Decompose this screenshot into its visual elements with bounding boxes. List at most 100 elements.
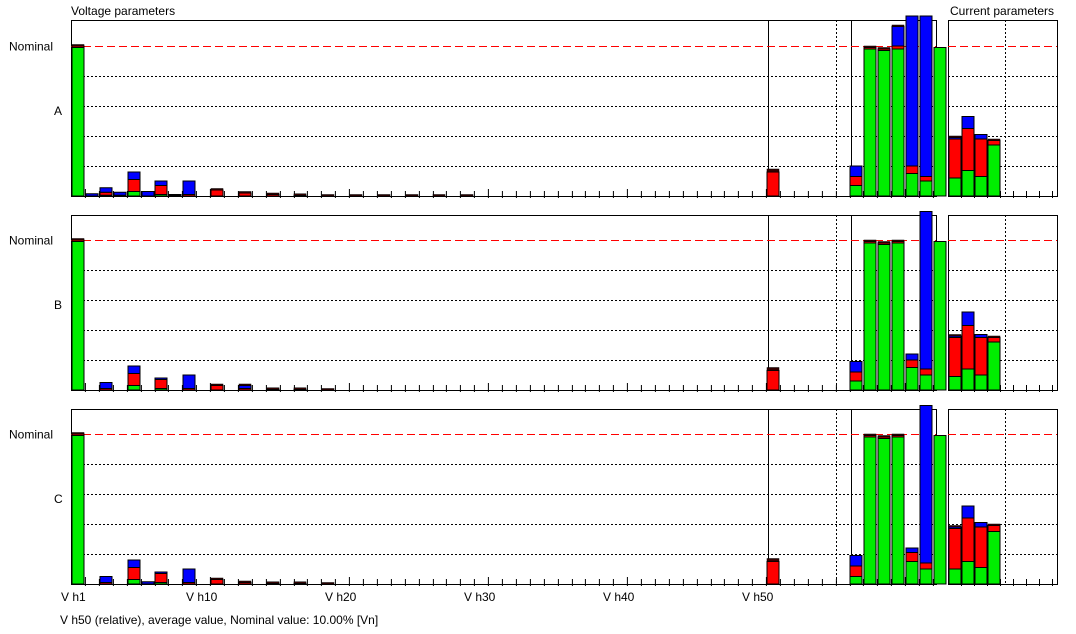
voltage-blue-segment bbox=[99, 576, 113, 583]
current-green-segment bbox=[961, 368, 975, 391]
voltage-bar bbox=[99, 576, 113, 585]
voltage-green-segment bbox=[877, 244, 891, 391]
x-tick-label: V h1 bbox=[61, 590, 86, 604]
voltage-green-segment bbox=[933, 47, 947, 197]
voltage-green-segment bbox=[849, 185, 863, 197]
voltage-bar bbox=[127, 171, 141, 197]
current-bar bbox=[974, 522, 988, 585]
voltage-blue-segment bbox=[182, 568, 196, 583]
voltage-bar bbox=[933, 435, 947, 585]
voltage-green-segment bbox=[919, 374, 933, 391]
voltage-red-segment bbox=[154, 573, 168, 583]
voltage-green-segment bbox=[891, 242, 905, 391]
voltage-cap-segment bbox=[210, 577, 224, 580]
voltage-bar bbox=[933, 241, 947, 391]
voltage-bar bbox=[182, 568, 196, 585]
voltage-bar bbox=[919, 405, 933, 585]
voltage-bar bbox=[210, 577, 224, 585]
voltage-blue-segment bbox=[849, 165, 863, 177]
voltage-cap-segment bbox=[891, 433, 905, 436]
voltage-green-segment bbox=[919, 180, 933, 197]
current-bar bbox=[948, 135, 962, 197]
voltage-blue-segment bbox=[919, 211, 933, 370]
voltage-green-segment bbox=[933, 241, 947, 391]
current-red-segment bbox=[961, 325, 975, 370]
voltage-bar bbox=[238, 580, 252, 585]
voltage-cap-segment bbox=[766, 168, 780, 173]
voltage-blue-segment bbox=[99, 382, 113, 389]
voltage-green-segment bbox=[849, 380, 863, 391]
current-bar bbox=[961, 116, 975, 197]
nominal-label: Nominal bbox=[9, 234, 53, 248]
voltage-cap-segment bbox=[321, 582, 335, 585]
voltage-bar bbox=[182, 180, 196, 197]
panel-b: Nominal B bbox=[9, 211, 1058, 392]
voltage-red-segment bbox=[238, 192, 252, 197]
current-bar bbox=[974, 334, 988, 391]
current-bar bbox=[948, 525, 962, 585]
voltage-red-segment bbox=[919, 562, 933, 570]
voltage-red-segment bbox=[905, 359, 919, 368]
voltage-bar bbox=[766, 558, 780, 585]
panel-c: Nominal C bbox=[9, 405, 1058, 586]
voltage-cap-segment bbox=[766, 558, 780, 562]
voltage-cap-segment bbox=[405, 194, 419, 197]
voltage-cap-segment bbox=[71, 44, 85, 47]
voltage-blue-segment bbox=[238, 385, 252, 389]
voltage-green-segment bbox=[127, 385, 141, 391]
voltage-bar bbox=[238, 191, 252, 197]
voltage-bar bbox=[919, 211, 933, 391]
voltage-green-segment bbox=[891, 436, 905, 585]
voltage-bar bbox=[349, 194, 363, 197]
voltage-red-segment bbox=[919, 176, 933, 182]
voltage-red-segment bbox=[849, 565, 863, 577]
current-parameters-header: Current parameters bbox=[950, 4, 1055, 18]
voltage-green-segment bbox=[863, 48, 877, 197]
voltage-blue-segment bbox=[849, 555, 863, 567]
current-red-segment bbox=[987, 140, 1001, 146]
current-red-segment bbox=[948, 138, 962, 179]
current-green-segment bbox=[948, 568, 962, 585]
voltage-cap-segment bbox=[266, 192, 280, 195]
voltage-frame bbox=[71, 215, 937, 391]
current-cap-segment bbox=[987, 523, 1001, 526]
current-cap-segment bbox=[948, 334, 962, 337]
voltage-red-segment bbox=[127, 179, 141, 192]
voltage-bar bbox=[905, 353, 919, 391]
voltage-bar bbox=[99, 187, 113, 197]
voltage-cap-segment bbox=[238, 580, 252, 583]
voltage-cap-segment bbox=[460, 194, 474, 197]
voltage-bar bbox=[127, 365, 141, 391]
voltage-bar bbox=[71, 238, 85, 391]
voltage-blue-segment bbox=[154, 180, 168, 186]
current-red-segment bbox=[948, 528, 962, 570]
x-tick-label: V h40 bbox=[603, 590, 635, 604]
current-green-segment bbox=[974, 176, 988, 197]
current-cap-segment bbox=[987, 138, 1001, 141]
current-red-segment bbox=[974, 526, 988, 568]
current-bar bbox=[987, 335, 1001, 391]
current-bar bbox=[948, 334, 962, 391]
voltage-red-segment bbox=[905, 552, 919, 562]
voltage-bar bbox=[891, 433, 905, 585]
voltage-cap-segment bbox=[432, 194, 446, 197]
voltage-bar bbox=[154, 377, 168, 391]
voltage-red-segment bbox=[154, 379, 168, 389]
voltage-bar bbox=[863, 433, 877, 585]
nominal-label: Nominal bbox=[9, 40, 53, 54]
voltage-bar bbox=[863, 45, 877, 197]
voltage-parameters-header: Voltage parameters bbox=[71, 4, 176, 18]
current-blue-segment bbox=[961, 505, 975, 519]
current-green-segment bbox=[974, 374, 988, 391]
voltage-green-segment bbox=[849, 576, 863, 585]
current-green-segment bbox=[987, 531, 1001, 585]
voltage-blue-segment bbox=[182, 180, 196, 195]
voltage-red-segment bbox=[210, 385, 224, 391]
current-bar bbox=[987, 138, 1001, 197]
voltage-green-segment bbox=[877, 50, 891, 197]
voltage-red-segment bbox=[210, 189, 224, 197]
voltage-bar bbox=[321, 388, 335, 391]
voltage-cap-segment bbox=[238, 383, 252, 386]
voltage-cap-segment bbox=[210, 188, 224, 191]
current-green-segment bbox=[948, 177, 962, 197]
